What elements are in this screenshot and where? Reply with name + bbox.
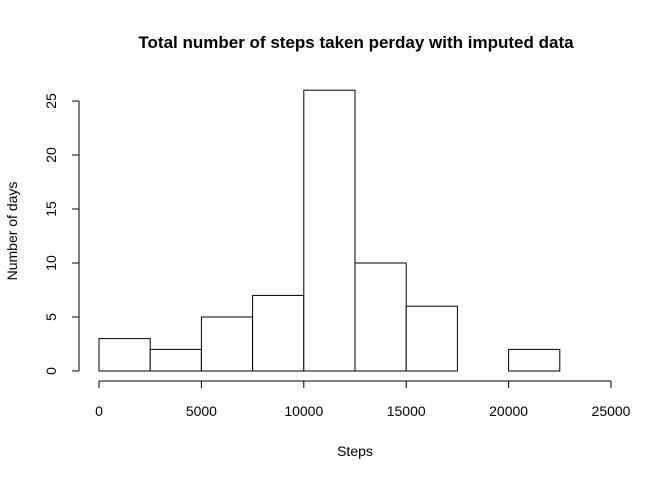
histogram-bar-5: [354, 262, 407, 372]
histogram-bar-8: [508, 348, 561, 372]
x-tick-label-0: 0: [95, 403, 103, 419]
x-tick-label-1: 5000: [186, 403, 217, 419]
y-axis: 0 5 10 15 20 25: [43, 93, 80, 375]
y-axis-label: Number of days: [4, 182, 20, 281]
x-tick-label-5: 25000: [592, 403, 631, 419]
histogram-bar-2: [200, 316, 254, 372]
x-axis: 0 5000 10000 15000 20000 25000: [95, 380, 631, 419]
x-tick-label-4: 20000: [489, 403, 528, 419]
y-tick-label-0: 0: [43, 367, 59, 375]
histogram-bar-1: [149, 348, 202, 372]
chart-title: Total number of steps taken perday with …: [138, 33, 574, 52]
y-tick-label-2: 10: [43, 255, 59, 271]
histogram-bar-4: [303, 89, 356, 372]
y-tick-label-3: 15: [43, 201, 59, 217]
x-tick-label-3: 15000: [387, 403, 426, 419]
x-tick-label-2: 10000: [284, 403, 323, 419]
y-tick-label-4: 20: [43, 147, 59, 163]
histogram-bar-0: [98, 338, 151, 372]
bars-group: [98, 89, 561, 372]
y-tick-label-1: 5: [43, 313, 59, 321]
x-axis-label: Steps: [337, 443, 373, 459]
histogram-bar-3: [252, 294, 305, 372]
y-tick-label-5: 25: [43, 93, 59, 109]
histogram-bar-6: [405, 305, 458, 372]
